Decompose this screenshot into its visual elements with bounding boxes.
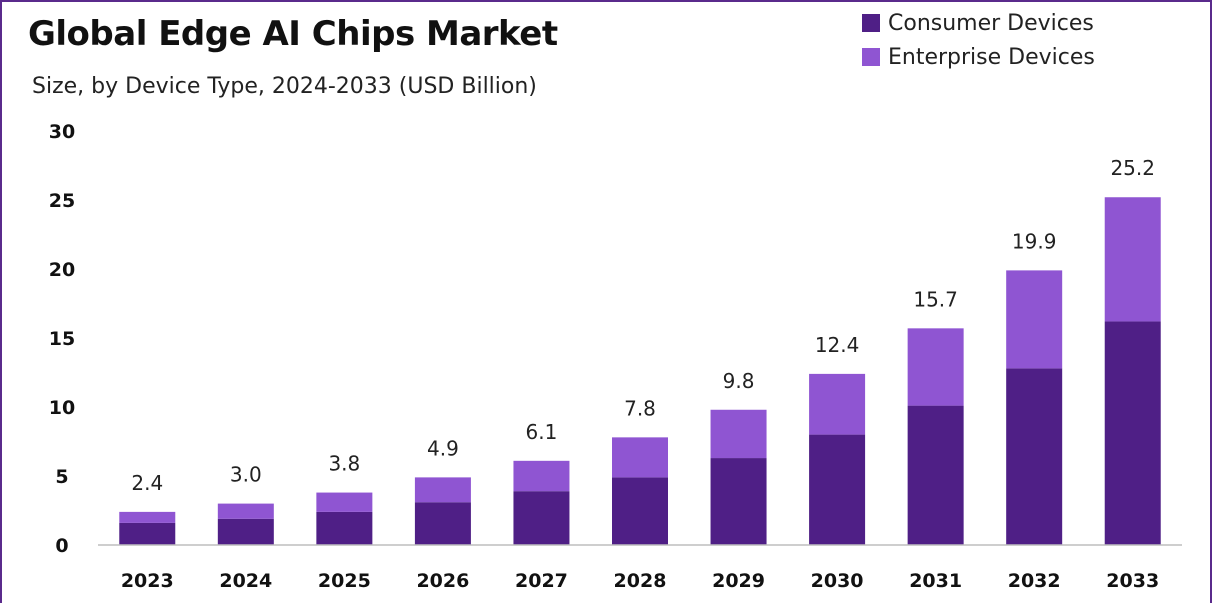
bar-total-label: 3.8 — [328, 452, 360, 476]
bar-total-label: 6.1 — [526, 420, 558, 444]
bar-total-label: 7.8 — [624, 396, 656, 420]
legend-swatch-consumer — [862, 14, 880, 32]
bar-enterprise — [710, 409, 767, 459]
y-tick-label: 0 — [55, 535, 68, 557]
x-tick-label: 2032 — [1008, 570, 1061, 592]
legend-swatch-enterprise — [862, 48, 880, 66]
legend-item-enterprise: Enterprise Devices — [862, 40, 1095, 74]
x-tick-label: 2029 — [712, 570, 765, 592]
y-tick-label: 15 — [49, 328, 75, 350]
bar-consumer — [809, 434, 866, 545]
bar-consumer — [710, 458, 767, 545]
x-tick-label: 2031 — [909, 570, 962, 592]
x-tick-label: 2023 — [121, 570, 174, 592]
y-tick-label: 30 — [49, 121, 75, 143]
bar-total-label: 2.4 — [131, 471, 163, 495]
bar-consumer — [907, 405, 964, 545]
chart-subtitle: Size, by Device Type, 2024-2033 (USD Bil… — [32, 74, 537, 99]
bar-total-label: 25.2 — [1110, 156, 1155, 180]
bar-consumer — [612, 477, 668, 545]
bar-enterprise — [1104, 197, 1161, 322]
bar-consumer — [1104, 321, 1161, 545]
x-tick-label: 2027 — [515, 570, 568, 592]
bar-enterprise — [119, 511, 176, 523]
x-tick-label: 2028 — [614, 570, 667, 592]
y-tick-label: 10 — [49, 397, 75, 419]
legend-label-enterprise: Enterprise Devices — [888, 44, 1095, 70]
legend: Consumer Devices Enterprise Devices — [862, 6, 1095, 74]
bar-enterprise — [316, 492, 373, 512]
bar-consumer — [119, 522, 176, 545]
chart-title: Global Edge AI Chips Market — [28, 14, 558, 54]
bar-consumer — [1006, 368, 1063, 545]
bar-total-label: 3.0 — [230, 463, 262, 487]
bar-enterprise — [1006, 270, 1063, 369]
bar-consumer — [513, 491, 570, 545]
bar-consumer — [217, 518, 274, 545]
x-tick-label: 2024 — [219, 570, 272, 592]
bar-enterprise — [809, 373, 866, 435]
y-tick-label: 5 — [55, 466, 68, 488]
bar-total-label: 15.7 — [913, 287, 958, 311]
bar-enterprise — [217, 503, 274, 519]
bar-enterprise — [612, 437, 668, 478]
bar-consumer — [414, 502, 471, 545]
bar-enterprise — [414, 477, 471, 503]
bar-total-label: 12.4 — [815, 333, 860, 357]
x-tick-label: 2025 — [318, 570, 371, 592]
legend-label-consumer: Consumer Devices — [888, 10, 1094, 36]
bar-enterprise — [907, 328, 964, 406]
y-tick-label: 20 — [49, 259, 75, 281]
bar-total-label: 19.9 — [1012, 229, 1057, 253]
bar-total-label: 4.9 — [427, 436, 459, 460]
bar-enterprise — [513, 460, 570, 492]
x-tick-label: 2033 — [1106, 570, 1159, 592]
bar-total-label: 9.8 — [723, 369, 755, 393]
y-tick-label: 25 — [49, 190, 75, 212]
x-tick-label: 2026 — [416, 570, 469, 592]
legend-item-consumer: Consumer Devices — [862, 6, 1095, 40]
x-tick-label: 2030 — [811, 570, 864, 592]
bar-consumer — [316, 511, 373, 545]
